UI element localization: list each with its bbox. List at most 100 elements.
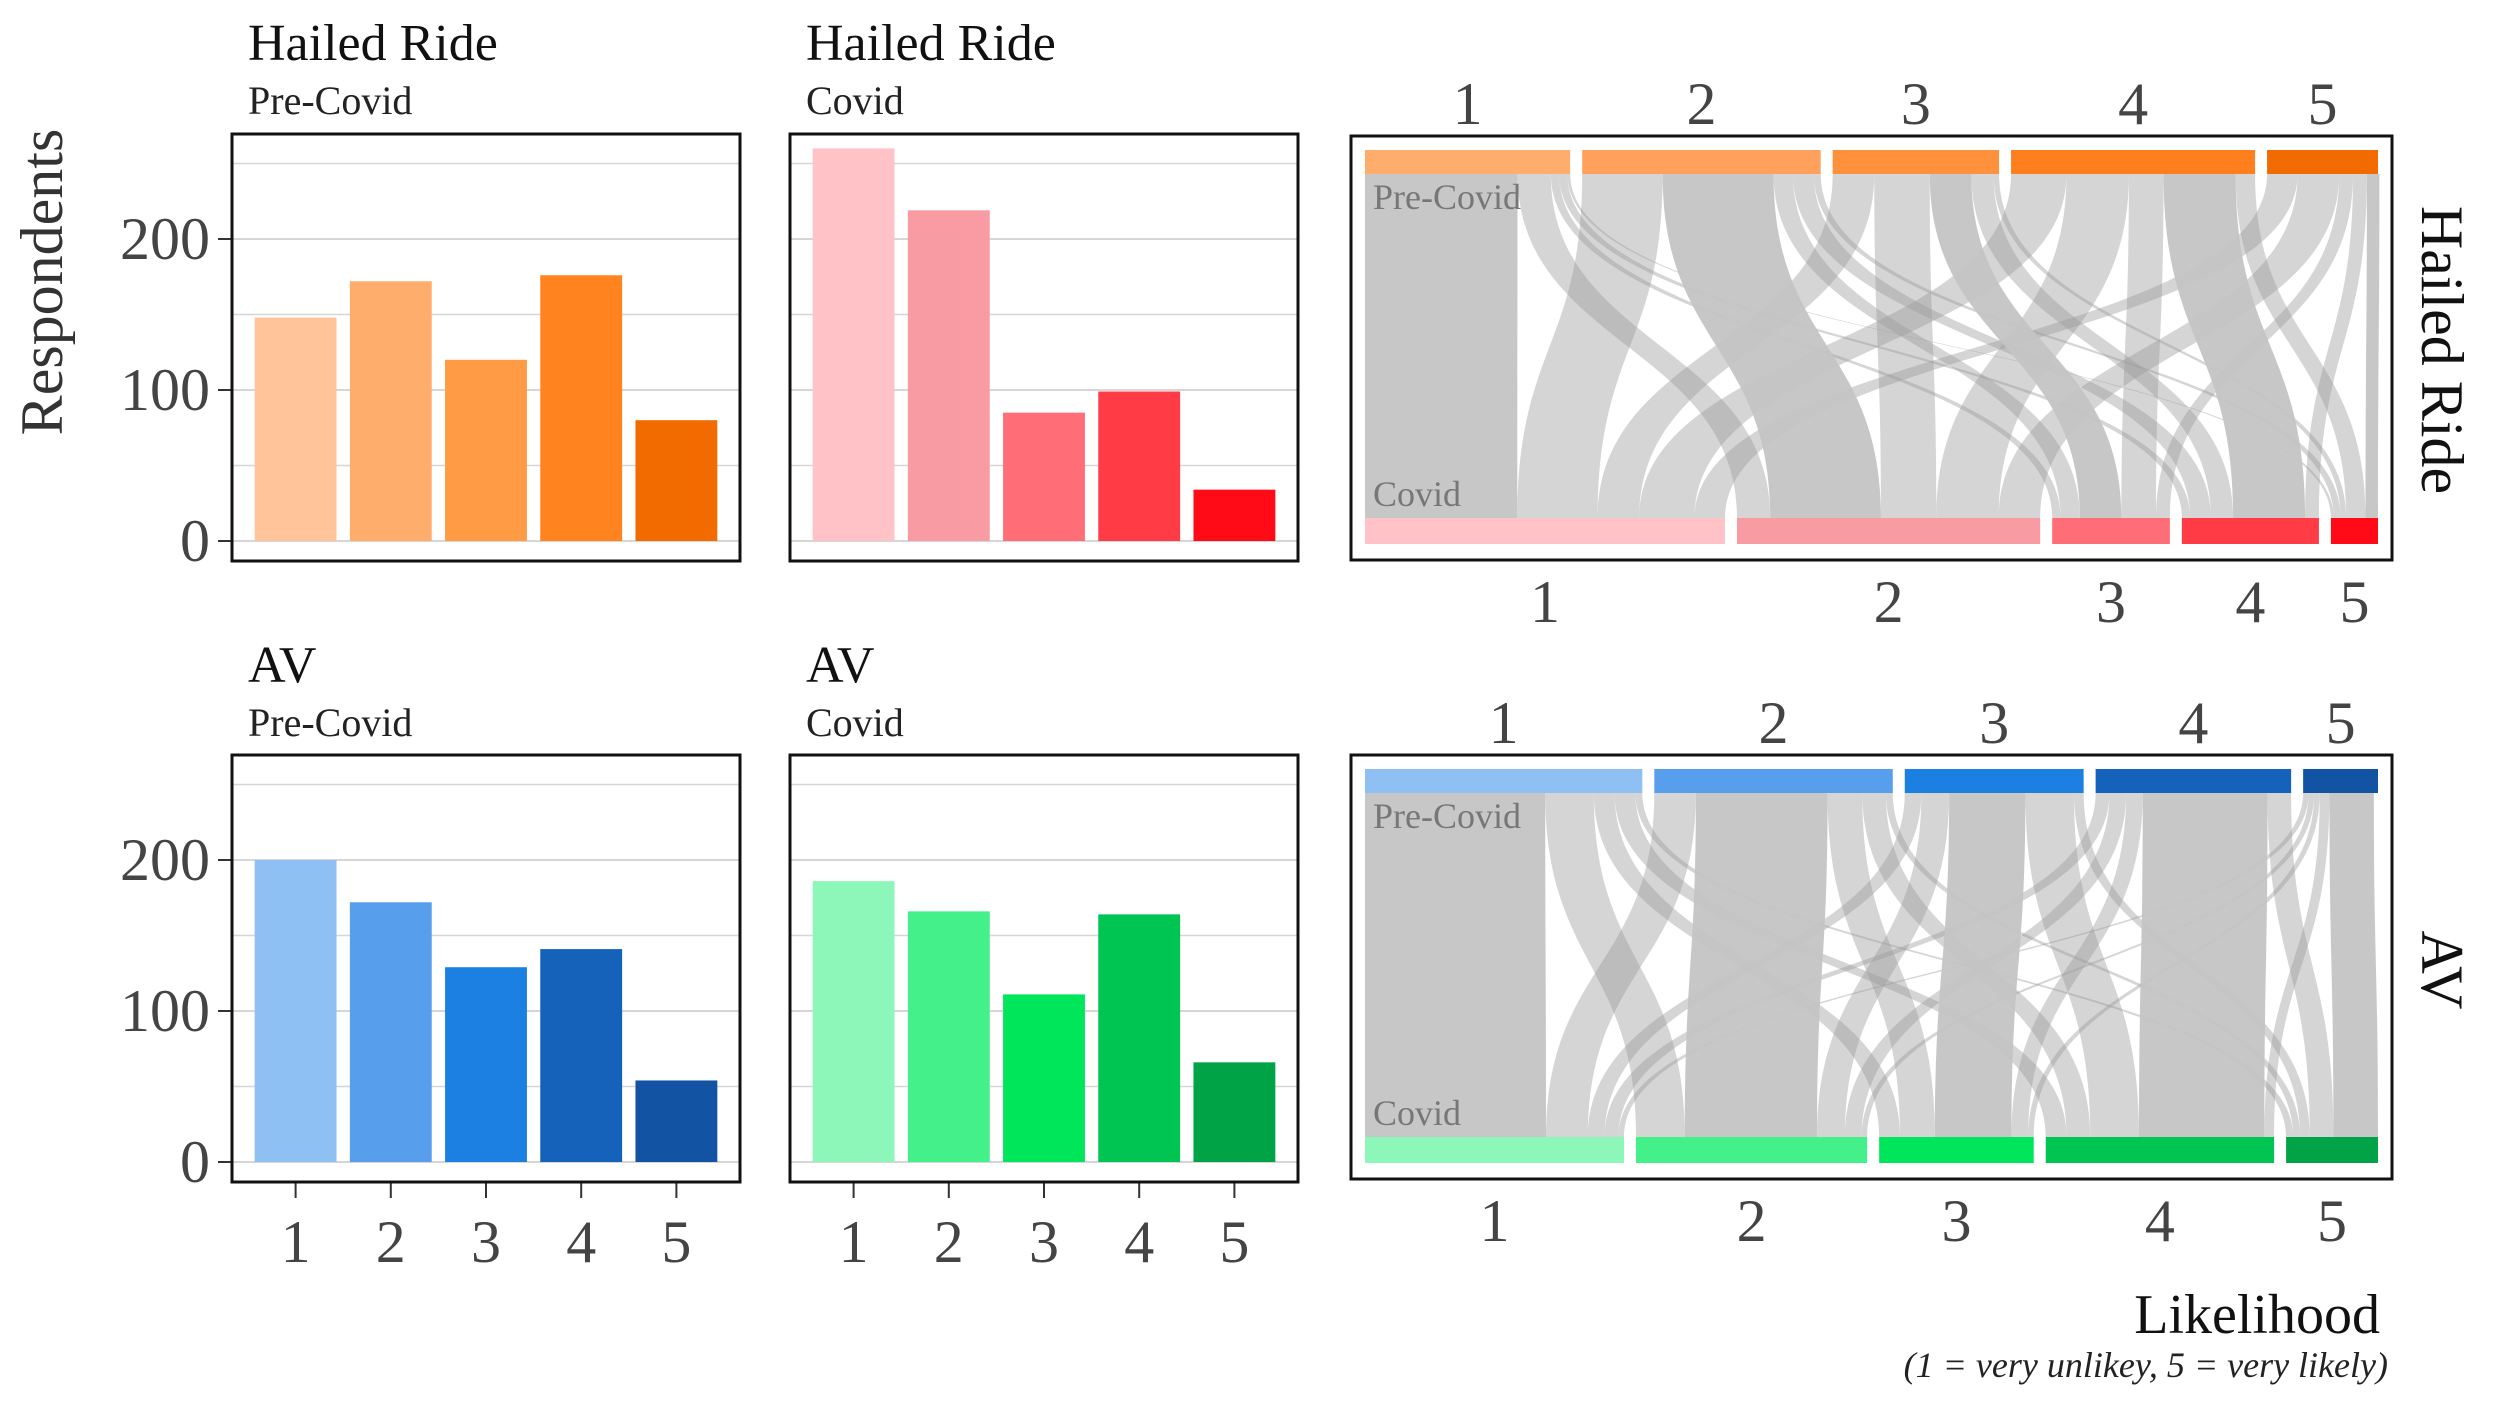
top-stratum-label: 4 bbox=[2178, 690, 2208, 756]
stratum-bottom-2 bbox=[1736, 518, 2041, 544]
flow-5-to-4 bbox=[2305, 174, 2367, 518]
bar-4 bbox=[1098, 391, 1181, 541]
bar-2 bbox=[907, 210, 990, 541]
bar-5 bbox=[635, 1080, 718, 1162]
flow-3-to-5 bbox=[1993, 174, 2347, 518]
flow-2-to-1 bbox=[1546, 793, 1696, 1137]
bar-1 bbox=[812, 148, 895, 541]
flow-5-to-5 bbox=[2329, 793, 2378, 1137]
bar-3 bbox=[1003, 994, 1085, 1162]
flow-4-to-4 bbox=[2163, 174, 2306, 518]
flow-1-to-5 bbox=[1567, 174, 2334, 518]
panel-border bbox=[1349, 753, 2394, 1181]
bar-5 bbox=[635, 420, 718, 541]
bar-1 bbox=[254, 317, 337, 541]
flow-2-to-3 bbox=[1827, 793, 1935, 1137]
bottom-stratum-label: 4 bbox=[2235, 569, 2265, 635]
y-tick-label: 200 bbox=[120, 206, 210, 272]
x-tick-label: 3 bbox=[471, 1209, 501, 1275]
panel-subtitle: Covid bbox=[806, 78, 904, 123]
flow-1-to-4 bbox=[1614, 793, 2067, 1137]
top-stratum-label: 3 bbox=[1979, 690, 2009, 756]
flows bbox=[1365, 174, 2380, 518]
flow-5-to-1 bbox=[1694, 174, 2298, 518]
flows bbox=[1365, 793, 2378, 1137]
top-stratum-label: 1 bbox=[1489, 690, 1519, 756]
bar-1 bbox=[812, 881, 895, 1162]
stratum-top-5 bbox=[2267, 150, 2378, 174]
stratum-bottom-3 bbox=[2052, 518, 2170, 544]
alluvial-panel-hailed-ride: Hailed Ride 1 2 3 4 5 1 2 3 4 5 Pre-Covid Covid bbox=[1349, 71, 2475, 635]
top-stratum-label: 1 bbox=[1453, 71, 1483, 137]
y-axis-label: Respondents bbox=[9, 129, 75, 436]
bar-5 bbox=[1193, 1062, 1276, 1162]
stratum-top-2 bbox=[1654, 769, 1893, 793]
top-stratum-label: 5 bbox=[2308, 71, 2338, 137]
bottom-stratum-label: 3 bbox=[2096, 569, 2126, 635]
flow-3-to-3 bbox=[1934, 793, 2026, 1137]
bar-3 bbox=[445, 967, 527, 1162]
panel-border bbox=[230, 132, 742, 563]
x-tick-label: 1 bbox=[839, 1209, 869, 1275]
bar-1 bbox=[254, 860, 337, 1162]
top-stratum-label: 2 bbox=[1759, 690, 1789, 756]
flow-2-to-5 bbox=[1885, 793, 2301, 1137]
panel-border bbox=[230, 753, 742, 1184]
stratum-bottom-4 bbox=[2181, 518, 2319, 544]
x-tick-label: 5 bbox=[1219, 1209, 1249, 1275]
stratum-bottom-1 bbox=[1365, 518, 1725, 544]
stratum-bottom-1 bbox=[1365, 1137, 1625, 1163]
bar-2 bbox=[349, 902, 432, 1162]
flow-5-to-5 bbox=[2365, 174, 2380, 518]
bottom-stratum-label: 4 bbox=[2145, 1188, 2175, 1254]
stratum-top-3 bbox=[1832, 150, 2000, 174]
axis-label-top: Pre-Covid bbox=[1373, 796, 1521, 836]
flow-4-to-1 bbox=[1604, 793, 2110, 1137]
bottom-stratum-label: 2 bbox=[1737, 1188, 1767, 1254]
bar-4 bbox=[1098, 914, 1181, 1162]
bar-3 bbox=[1003, 412, 1085, 541]
stratum-bottom-5 bbox=[2330, 518, 2378, 544]
panel-border bbox=[788, 753, 1300, 1184]
flow-3-to-4 bbox=[1971, 174, 2234, 518]
panel-title: Hailed Ride bbox=[248, 15, 498, 72]
bar-4 bbox=[540, 275, 623, 541]
stratum-top-4 bbox=[2011, 150, 2256, 174]
y-tick-label: 100 bbox=[120, 357, 210, 423]
y-tick-label: 200 bbox=[120, 827, 210, 893]
x-axis-label: Likelihood bbox=[2134, 1284, 2380, 1346]
axis-label-bottom: Covid bbox=[1373, 474, 1461, 514]
axis-label-top: Pre-Covid bbox=[1373, 177, 1521, 217]
bottom-stratum-label: 5 bbox=[2317, 1188, 2347, 1254]
flow-3-to-2 bbox=[1817, 793, 1950, 1137]
bar-4 bbox=[540, 949, 623, 1162]
flow-4-to-1 bbox=[1639, 174, 2067, 518]
top-stratum-label: 3 bbox=[1901, 71, 1931, 137]
flow-2-to-5 bbox=[1813, 174, 2341, 518]
flow-4-to-4 bbox=[2139, 793, 2268, 1137]
flow-5-to-2 bbox=[1998, 174, 2340, 518]
stratum-top-1 bbox=[1365, 150, 1571, 174]
panel-border bbox=[788, 132, 1300, 563]
flow-4-to-5 bbox=[2267, 793, 2334, 1137]
stratum-top-4 bbox=[2095, 769, 2292, 793]
flow-1-to-4 bbox=[1559, 174, 2191, 518]
alluvial-panel-av: AV 1 2 3 4 5 1 2 3 4 5 Pre-Covid Covid bbox=[1349, 690, 2475, 1254]
flow-1-to-1 bbox=[1365, 793, 1547, 1137]
flow-5-to-4 bbox=[2264, 793, 2330, 1137]
bar-2 bbox=[349, 281, 432, 541]
flow-3-to-3 bbox=[1929, 174, 2122, 518]
stratum-top-2 bbox=[1582, 150, 1821, 174]
flow-4-to-5 bbox=[2235, 174, 2366, 518]
panel-border bbox=[1349, 134, 2394, 562]
flow-2-to-1 bbox=[1517, 174, 1663, 518]
x-tick-label: 2 bbox=[934, 1209, 964, 1275]
flow-5-to-2 bbox=[1861, 793, 2315, 1137]
flow-2-to-2 bbox=[1684, 793, 1828, 1137]
top-stratum-label: 5 bbox=[2326, 690, 2356, 756]
bottom-stratum-label: 2 bbox=[1874, 569, 1904, 635]
x-tick-label: 4 bbox=[1124, 1209, 1154, 1275]
flow-3-to-2 bbox=[1874, 174, 1937, 518]
flow-2-to-2 bbox=[1662, 174, 1881, 518]
